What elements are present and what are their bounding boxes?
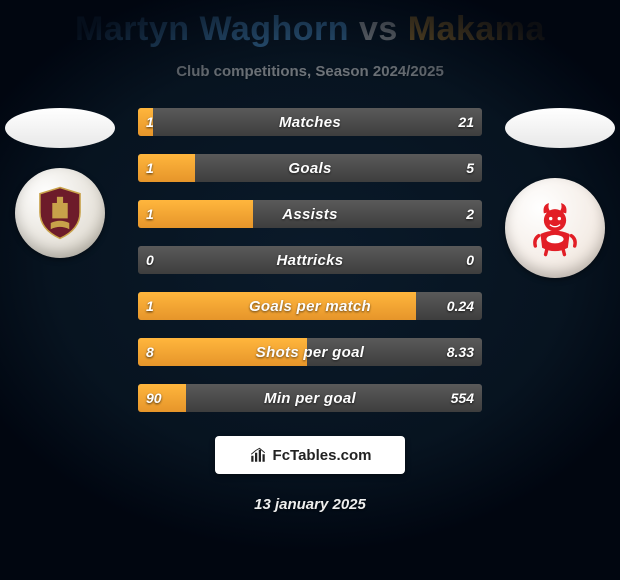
badge-text: FcTables.com (273, 447, 372, 464)
bar-row: Matches1 21 (138, 108, 482, 136)
bar-value-right: 0 (458, 246, 482, 274)
bar-value-right: 5 (458, 154, 482, 182)
bar-value-left: 1 (138, 292, 162, 320)
bar-row: Goals1 5 (138, 154, 482, 182)
vs-text: vs (359, 10, 398, 48)
bar-label: Assists (138, 200, 482, 228)
bar-row: Min per goal90 554 (138, 384, 482, 412)
player1-name: Martyn Waghorn (75, 10, 349, 48)
comparison-stage: Matches121Goals15Assists12Hattricks00Goa… (0, 108, 620, 428)
bar-value-left: 8 (138, 338, 162, 366)
left-ellipse (5, 108, 115, 148)
page-title: Martyn Waghorn vs Makama (0, 0, 620, 49)
bar-value-left: 1 (138, 154, 162, 182)
bar-row: Hattricks0 0 (138, 246, 482, 274)
bar-label: Goals per match (138, 292, 482, 320)
shield-icon (33, 186, 87, 240)
bar-label: Hattricks (138, 246, 482, 274)
bar-value-left: 1 (138, 108, 162, 136)
bar-value-right: 0.24 (439, 292, 482, 320)
bar-label: Min per goal (138, 384, 482, 412)
imp-icon (525, 198, 585, 258)
fctables-badge: FcTables.com (215, 436, 405, 474)
bar-value-right: 21 (450, 108, 482, 136)
player2-name: Makama (408, 10, 545, 48)
bar-value-left: 90 (138, 384, 170, 412)
bar-value-right: 2 (458, 200, 482, 228)
right-ellipse (505, 108, 615, 148)
right-club-crest (505, 178, 605, 278)
subtitle: Club competitions, Season 2024/2025 (0, 63, 620, 80)
bar-row: Shots per goal8 8.33 (138, 338, 482, 366)
left-club-crest (15, 168, 105, 258)
chart-icon (249, 446, 267, 464)
bar-value-left: 0 (138, 246, 162, 274)
date-text: 13 january 2025 (0, 496, 620, 513)
bar-value-right: 554 (443, 384, 482, 412)
bar-row: Goals per match1 0.24 (138, 292, 482, 320)
bar-label: Matches (138, 108, 482, 136)
bar-value-right: 8.33 (439, 338, 482, 366)
bar-label: Shots per goal (138, 338, 482, 366)
bar-label: Goals (138, 154, 482, 182)
comparison-bars: Matches121Goals15Assists12Hattricks00Goa… (138, 108, 482, 430)
bar-value-left: 1 (138, 200, 162, 228)
bar-row: Assists1 2 (138, 200, 482, 228)
